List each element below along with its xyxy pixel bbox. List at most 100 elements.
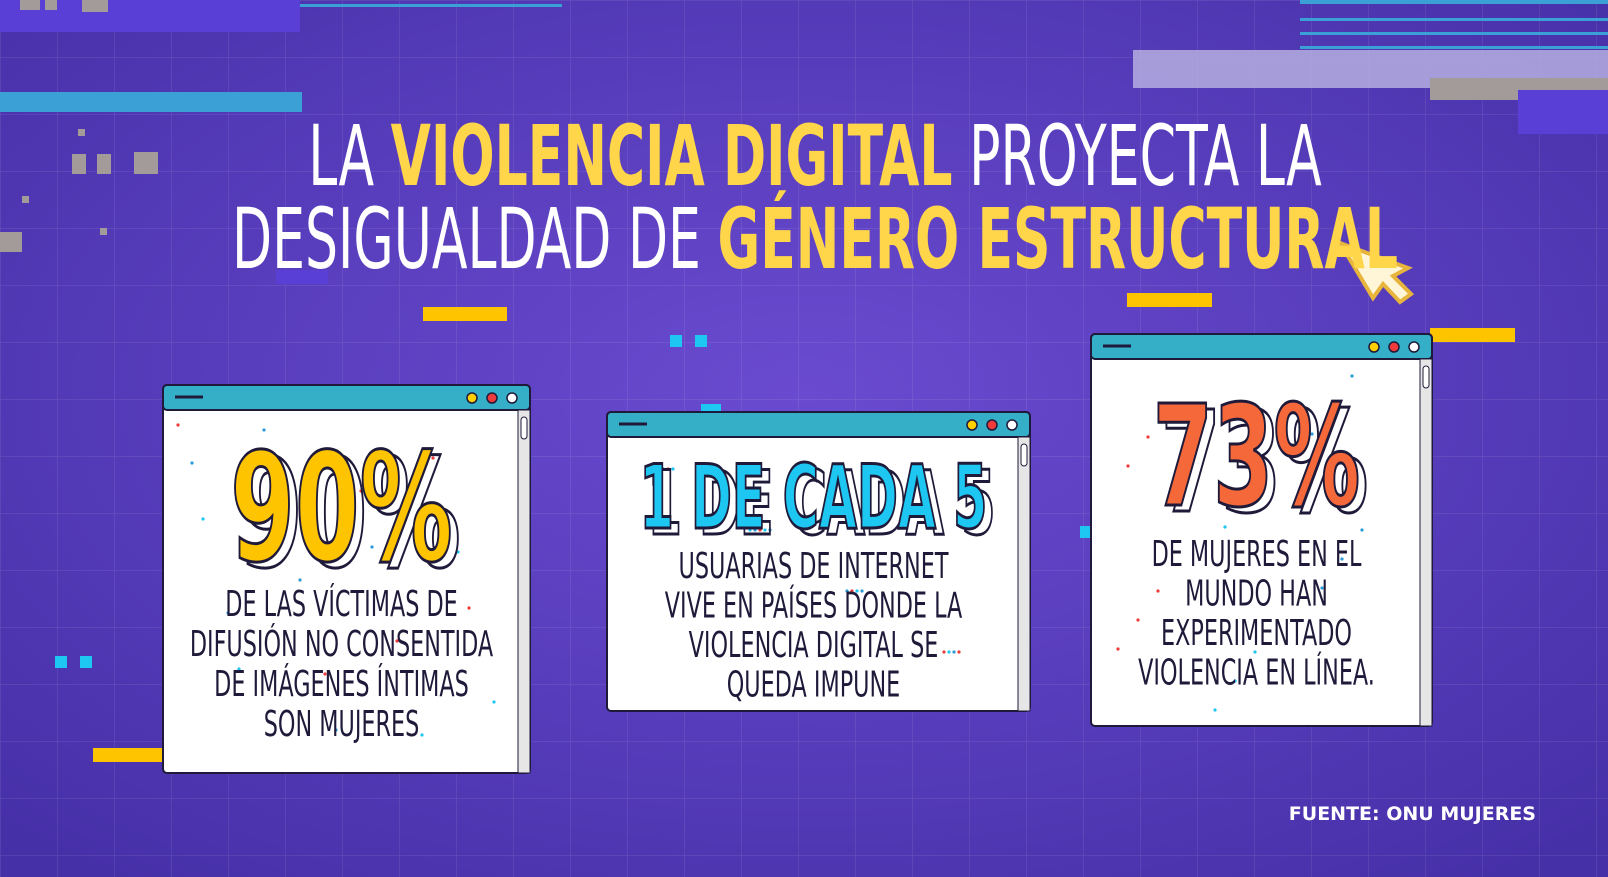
card-text: VIOLENCIA DIGITAL SE [689, 625, 939, 667]
confetti [1213, 708, 1217, 712]
window-button [1408, 341, 1420, 353]
confetti [323, 672, 327, 676]
scroll-thumb [520, 416, 528, 440]
confetti [845, 589, 849, 593]
confetti [947, 650, 951, 654]
window-bar [1090, 333, 1433, 360]
confetti [1340, 557, 1344, 561]
card-text: SON MUJERES [264, 704, 420, 746]
text-group: LA VIOLENCIA DIGITAL PROYECTA LA [308, 108, 1322, 205]
confetti [201, 517, 205, 521]
confetti [467, 606, 471, 610]
text-group: 90% [237, 427, 462, 604]
figure-shadow: 90% [238, 428, 461, 602]
confetti [176, 423, 180, 427]
scroll-thumb [1020, 443, 1028, 467]
confetti [1233, 679, 1237, 683]
confetti [1320, 586, 1324, 590]
source: FUENTE: ONU MUJERES [1289, 803, 1536, 825]
confetti [298, 578, 302, 582]
title-highlight: GÉNERO ESTRUCTURAL [717, 190, 1398, 289]
confetti [661, 467, 665, 471]
confetti [952, 650, 956, 654]
text-group: VIOLENCIA EN LÍNEA. [1138, 651, 1375, 694]
text-group: DESIGUALDAD DE GÉNERO ESTRUCTURAL [232, 190, 1398, 289]
card-text: DE LAS VÍCTIMAS DE [225, 582, 457, 625]
card-text: VIVE EN PAÍSES DONDE LA [665, 584, 963, 627]
confetti [456, 550, 460, 554]
card-text: DIFUSIÓN NO CONSENTIDA [190, 621, 494, 665]
window-button [966, 419, 978, 431]
confetti [850, 589, 854, 593]
title-text: LA [308, 108, 390, 205]
text-group: DE LAS VÍCTIMAS DE [225, 582, 457, 625]
text-group: VIOLENCIA DIGITAL SE [689, 625, 939, 667]
confetti [1156, 589, 1160, 593]
text-group: DE IMÁGENES ÍNTIMAS [214, 662, 469, 705]
scrollbar [1017, 436, 1031, 712]
text-group: 1 DE CADA 5 [638, 445, 988, 550]
card-text: DE MUJERES EN EL [1152, 534, 1362, 576]
confetti [1166, 406, 1170, 410]
confetti [671, 467, 675, 471]
confetti [359, 489, 363, 493]
card-text: USUARIAS DE INTERNET [679, 546, 949, 588]
confetti [1116, 647, 1120, 651]
confetti [1310, 432, 1314, 436]
confetti [651, 467, 655, 471]
confetti [334, 728, 338, 732]
confetti [492, 700, 496, 704]
scrollbar [517, 409, 531, 774]
text-group: VIVE EN PAÍSES DONDE LA [665, 584, 963, 627]
text-group: SON MUJERES [264, 704, 420, 746]
confetti [855, 589, 859, 593]
decorations [0, 0, 1608, 762]
card-text: MUNDO HAN [1185, 573, 1328, 615]
confetti [1146, 435, 1150, 439]
title-line: DESIGUALDAD DE GÉNERO ESTRUCTURAL [232, 190, 1398, 289]
window-button [486, 392, 498, 404]
confetti [262, 428, 266, 432]
confetti [1243, 496, 1247, 500]
confetti [1360, 528, 1364, 532]
card-text: DE IMÁGENES ÍNTIMAS [214, 662, 469, 705]
content: LA VIOLENCIA DIGITAL PROYECTA LADESIGUAL… [162, 108, 1536, 825]
confetti [768, 528, 772, 532]
title-text: DESIGUALDAD DE [232, 191, 718, 288]
confetti [748, 528, 752, 532]
confetti [1253, 650, 1257, 654]
confetti [1350, 374, 1354, 378]
text-group: QUEDA IMPUNE [727, 664, 901, 706]
text-group: USUARIAS DE INTERNET [679, 546, 949, 588]
text-group: DE MUJERES EN EL [1152, 534, 1362, 576]
confetti [237, 667, 241, 671]
text-group: EXPERIMENTADO [1161, 613, 1352, 655]
window-bar [606, 411, 1031, 438]
title-line: LA VIOLENCIA DIGITAL PROYECTA LA [308, 108, 1322, 205]
figure-shadow: 73% [1161, 382, 1369, 544]
confetti [942, 650, 946, 654]
card-text: QUEDA IMPUNE [727, 664, 901, 706]
confetti [1330, 403, 1334, 407]
confetti [1223, 525, 1227, 529]
confetti [753, 528, 757, 532]
card-text: EXPERIMENTADO [1161, 613, 1352, 655]
scroll-thumb [1422, 365, 1430, 389]
confetti [395, 639, 399, 643]
confetti [431, 456, 435, 460]
confetti [273, 484, 277, 488]
text-group: MUNDO HAN [1185, 573, 1328, 615]
confetti [420, 733, 424, 737]
confetti [666, 467, 670, 471]
confetti [957, 650, 961, 654]
window-button [1006, 419, 1018, 431]
confetti [763, 528, 767, 532]
window-button [986, 419, 998, 431]
figure: 90% [230, 422, 453, 596]
figure: 1 DE CADA 5 [640, 447, 988, 549]
text-group: 1 DE CADA 5 [646, 451, 996, 556]
confetti [226, 611, 230, 615]
confetti [1263, 467, 1267, 471]
